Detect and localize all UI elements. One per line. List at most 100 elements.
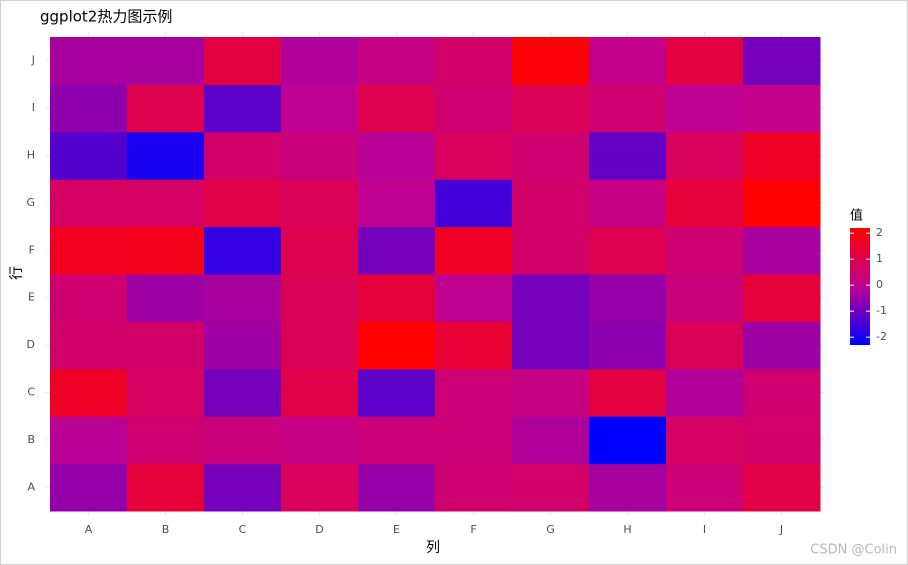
heat-cell xyxy=(281,226,359,275)
heat-cell xyxy=(512,37,590,85)
heat-cell xyxy=(512,226,590,275)
heat-cell xyxy=(435,179,513,228)
heat-cell xyxy=(435,416,513,465)
heat-cell xyxy=(358,368,436,417)
heat-cell xyxy=(743,274,821,322)
heat-cell xyxy=(666,321,744,370)
x-tick-label: F xyxy=(470,523,476,536)
heat-cell xyxy=(589,179,667,228)
heat-cell xyxy=(204,84,282,133)
heat-cell xyxy=(512,131,590,180)
heat-cell xyxy=(281,131,359,180)
watermark: CSDN @Colin xyxy=(810,543,897,558)
legend-title: 值 xyxy=(850,208,863,224)
heat-cell xyxy=(666,226,744,275)
heat-cell xyxy=(666,368,744,417)
x-tick-label: C xyxy=(239,523,247,536)
heat-cell xyxy=(281,84,359,133)
heat-cell xyxy=(589,416,667,465)
heat-cell xyxy=(204,321,282,370)
heat-cell xyxy=(127,368,205,417)
x-tick-label: E xyxy=(393,523,400,536)
y-tick-label: F xyxy=(29,243,35,256)
colorbar-label: -2 xyxy=(876,330,887,343)
chart-title: ggplot2热力图示例 xyxy=(40,8,172,26)
heat-cell xyxy=(358,321,436,370)
heat-cell xyxy=(435,131,513,180)
x-tick-label: G xyxy=(546,523,555,536)
heat-cell xyxy=(204,416,282,465)
y-tick-label: I xyxy=(32,101,35,114)
heat-cell xyxy=(743,368,821,417)
colorbar-label: -1 xyxy=(876,304,887,317)
y-axis-label: 行 xyxy=(9,266,25,280)
x-tick-label: I xyxy=(703,523,706,536)
heat-cell xyxy=(281,37,359,85)
heat-cell xyxy=(512,274,590,322)
heat-cell xyxy=(50,463,128,512)
heat-cell xyxy=(281,179,359,228)
heat-cell xyxy=(743,226,821,275)
x-axis-label: 列 xyxy=(426,540,440,556)
heat-cell xyxy=(127,84,205,133)
heat-cell xyxy=(743,179,821,228)
heat-cell xyxy=(512,84,590,133)
heat-cell xyxy=(358,131,436,180)
heat-cell xyxy=(435,463,513,512)
heat-cell xyxy=(127,321,205,370)
heat-cell xyxy=(127,226,205,275)
heat-cell xyxy=(666,37,744,85)
heat-cell xyxy=(589,226,667,275)
heat-cell xyxy=(281,416,359,465)
heat-cell xyxy=(50,274,128,322)
y-tick-label: A xyxy=(27,480,35,493)
heat-cell xyxy=(281,274,359,322)
heat-cell xyxy=(358,274,436,322)
colorbar xyxy=(850,228,870,345)
heat-cell xyxy=(50,226,128,275)
heat-cell xyxy=(50,131,128,180)
heat-cell xyxy=(50,84,128,133)
heat-cell xyxy=(281,463,359,512)
heat-cell xyxy=(666,274,744,322)
heat-cell xyxy=(204,463,282,512)
heat-cell xyxy=(281,368,359,417)
heat-cell xyxy=(127,274,205,322)
x-tick-label: D xyxy=(315,523,323,536)
heat-cell xyxy=(127,179,205,228)
colorbar-label: 2 xyxy=(876,226,883,239)
heat-cell xyxy=(50,37,128,85)
heat-cell xyxy=(204,131,282,180)
heat-cell xyxy=(50,368,128,417)
y-tick-label: D xyxy=(27,338,35,351)
heat-cell xyxy=(281,321,359,370)
y-tick-label: B xyxy=(27,433,35,446)
heat-cell xyxy=(512,321,590,370)
heat-cell xyxy=(435,368,513,417)
y-tick-label: E xyxy=(28,291,35,304)
heat-cell xyxy=(743,463,821,512)
y-tick-label: H xyxy=(27,149,35,162)
x-tick-label: J xyxy=(779,523,783,536)
x-tick-label: H xyxy=(623,523,631,536)
heat-cell xyxy=(589,321,667,370)
heat-cell xyxy=(743,84,821,133)
heat-cell xyxy=(358,463,436,512)
heat-cell xyxy=(435,226,513,275)
heat-cell xyxy=(666,179,744,228)
heat-cell xyxy=(127,37,205,85)
x-tick-label: B xyxy=(162,523,170,536)
heat-cell xyxy=(435,321,513,370)
y-tick-label: C xyxy=(27,386,35,399)
heat-cell xyxy=(358,84,436,133)
heat-cell xyxy=(589,84,667,133)
heat-cell xyxy=(743,37,821,85)
heat-cell xyxy=(666,416,744,465)
heat-cell xyxy=(358,179,436,228)
heat-cell xyxy=(666,131,744,180)
heat-cell xyxy=(358,37,436,85)
heat-cell xyxy=(666,463,744,512)
heat-cell xyxy=(512,179,590,228)
heat-cell xyxy=(512,463,590,512)
heat-cell xyxy=(589,368,667,417)
